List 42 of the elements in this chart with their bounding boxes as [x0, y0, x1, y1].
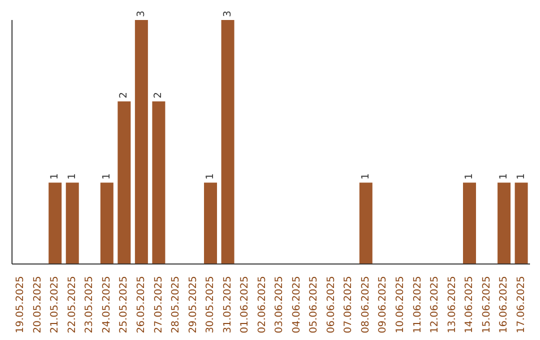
- x-tick-label: 12.06.2025: [430, 276, 441, 334]
- x-tick-label: 26.05.2025: [136, 276, 147, 334]
- x-tick-label: 06.06.2025: [326, 276, 337, 334]
- x-tick-label: 17.06.2025: [516, 276, 527, 334]
- data-label: 1: [464, 173, 476, 180]
- data-label: 1: [50, 173, 61, 180]
- data-label: 2: [118, 92, 130, 98]
- x-tick-label: 15.06.2025: [481, 276, 492, 334]
- x-tick-label: 04.06.2025: [291, 276, 302, 334]
- x-tick-label: 02.06.2025: [256, 276, 268, 334]
- x-tick-label: 07.06.2025: [343, 276, 354, 334]
- data-label: 1: [205, 173, 216, 180]
- x-tick-label: 23.05.2025: [84, 276, 96, 334]
- x-tick-label: 31.05.2025: [222, 276, 234, 334]
- x-tick-label: 11.06.2025: [412, 276, 424, 334]
- x-tick-label: 14.06.2025: [464, 276, 476, 334]
- x-tick-label: 22.05.2025: [66, 276, 78, 334]
- data-label: 1: [498, 173, 510, 180]
- x-tick-label: 20.05.2025: [32, 276, 44, 334]
- data-label: 3: [222, 10, 234, 17]
- data-label: 1: [516, 173, 527, 180]
- x-tick-label: 19.05.2025: [15, 276, 26, 334]
- x-tick-label: 09.06.2025: [378, 276, 389, 334]
- x-tick-label: 10.06.2025: [395, 276, 406, 334]
- x-tick-label: 28.05.2025: [170, 276, 182, 334]
- x-tick-label: 16.06.2025: [498, 276, 510, 334]
- x-tick-label: 08.06.2025: [360, 276, 372, 334]
- x-tick-label: 30.05.2025: [205, 276, 216, 334]
- data-label: 2: [153, 92, 164, 98]
- x-tick-label: 21.05.2025: [50, 276, 61, 334]
- data-label: 3: [136, 10, 147, 17]
- data-label: 1: [360, 173, 372, 180]
- x-tick-label: 03.06.2025: [274, 276, 286, 334]
- data-label: 1: [101, 173, 112, 180]
- x-tick-label: 24.05.2025: [101, 276, 112, 334]
- x-tick-label: 29.05.2025: [188, 276, 199, 334]
- x-tick-label: 27.05.2025: [153, 276, 164, 334]
- x-tick-label: 25.05.2025: [118, 276, 130, 334]
- x-tick-label: 01.06.2025: [240, 276, 251, 334]
- x-tick-label: 13.06.2025: [446, 276, 458, 334]
- x-tick-label: 05.06.2025: [308, 276, 320, 334]
- data-label: 1: [66, 173, 78, 180]
